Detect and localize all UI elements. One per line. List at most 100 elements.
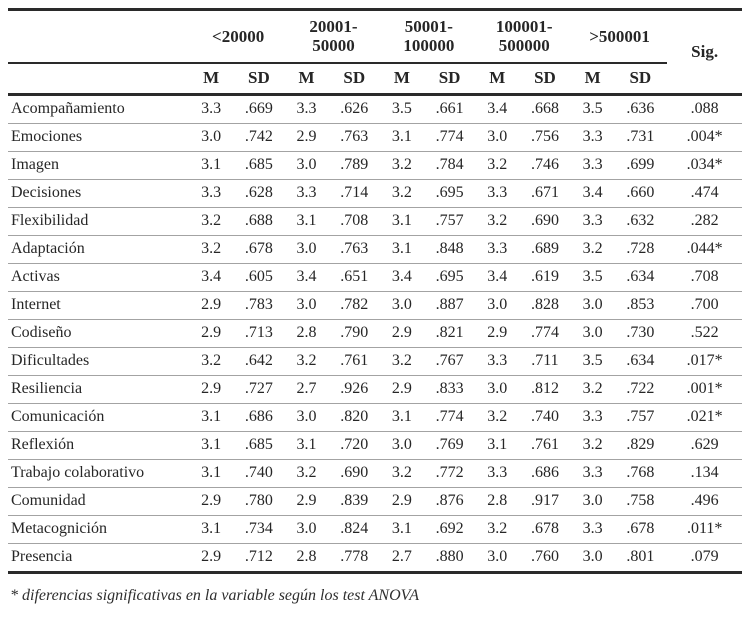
sd-cell: .734 xyxy=(231,515,286,545)
row-label: Flexibilidad xyxy=(8,207,191,237)
mean-cell: 3.0 xyxy=(190,123,232,153)
sd-cell: .828 xyxy=(518,291,572,321)
mean-cell: 2.8 xyxy=(285,319,328,349)
sd-header: SD xyxy=(518,63,572,97)
mean-cell: 2.9 xyxy=(381,375,423,405)
row-label: Decisiones xyxy=(8,179,191,209)
mean-cell: 3.1 xyxy=(476,431,518,461)
m-header: M xyxy=(476,63,518,97)
table-row: Resiliencia 2.9.727 2.7.926 2.9.833 3.0.812 3… xyxy=(8,375,742,405)
sd-cell: .668 xyxy=(518,94,572,125)
mean-cell: 3.3 xyxy=(571,515,614,545)
mean-cell: 3.2 xyxy=(381,459,423,489)
mean-cell: 3.0 xyxy=(285,235,328,265)
row-label: Activas xyxy=(8,263,191,293)
sig-cell: .282 xyxy=(667,207,742,237)
sd-cell: .829 xyxy=(613,431,668,461)
mean-cell: 2.8 xyxy=(285,543,328,575)
sd-cell: .728 xyxy=(613,235,668,265)
sd-header: SD xyxy=(327,63,382,97)
table-row: Presencia 2.9.712 2.8.778 2.7.880 3.0.760 3.0… xyxy=(8,543,742,575)
sd-cell: .742 xyxy=(231,123,286,153)
mean-cell: 3.5 xyxy=(571,263,614,293)
mean-cell: 3.5 xyxy=(571,347,614,377)
row-label: Comunidad xyxy=(8,487,191,517)
mean-cell: 3.1 xyxy=(285,431,328,461)
sd-cell: .833 xyxy=(422,375,477,405)
sig-cell: .522 xyxy=(667,319,742,349)
sd-cell: .619 xyxy=(518,263,572,293)
mean-cell: 3.0 xyxy=(285,151,328,181)
sd-cell: .690 xyxy=(327,459,382,489)
mean-cell: 3.1 xyxy=(190,151,232,181)
sd-cell: .769 xyxy=(422,431,477,461)
table-header: <20000 20001- 50000 50001- 100000 100001… xyxy=(8,7,742,97)
sd-cell: .848 xyxy=(422,235,477,265)
mean-cell: 3.2 xyxy=(476,403,518,433)
mean-cell: 3.0 xyxy=(571,319,614,349)
sd-cell: .711 xyxy=(518,347,572,377)
mean-cell: 3.4 xyxy=(381,263,423,293)
sd-cell: .713 xyxy=(231,319,286,349)
table-row: Activas 3.4.605 3.4.651 3.4.695 3.4.619 3.5.6… xyxy=(8,263,742,293)
mean-cell: 3.1 xyxy=(381,515,423,545)
sd-cell: .746 xyxy=(518,151,572,181)
sd-cell: .740 xyxy=(518,403,572,433)
sd-cell: .651 xyxy=(327,263,382,293)
table-row: Internet 2.9.783 3.0.782 3.0.887 3.0.828 3.0.… xyxy=(8,291,742,321)
sd-cell: .768 xyxy=(613,459,668,489)
sig-cell: .001* xyxy=(667,375,742,405)
mean-cell: 3.3 xyxy=(571,151,614,181)
sd-cell: .876 xyxy=(422,487,477,517)
table-row: Emociones 3.0.742 2.9.763 3.1.774 3.0.756 3.3… xyxy=(8,123,742,153)
mean-cell: 2.9 xyxy=(476,319,518,349)
mean-cell: 3.3 xyxy=(476,235,518,265)
mean-cell: 3.0 xyxy=(381,431,423,461)
mean-cell: 3.2 xyxy=(381,151,423,181)
sd-cell: .720 xyxy=(327,431,382,461)
mean-cell: 2.9 xyxy=(381,319,423,349)
mean-cell: 3.0 xyxy=(285,403,328,433)
sd-header: SD xyxy=(613,63,668,97)
sig-cell: .708 xyxy=(667,263,742,293)
mean-cell: 3.3 xyxy=(571,123,614,153)
row-label: Metacognición xyxy=(8,515,191,545)
mean-cell: 3.3 xyxy=(190,94,232,125)
sig-cell: .088 xyxy=(667,94,742,125)
sd-cell: .626 xyxy=(327,94,382,125)
sd-cell: .763 xyxy=(327,235,382,265)
sd-cell: .853 xyxy=(613,291,668,321)
row-label: Reflexión xyxy=(8,431,191,461)
mean-cell: 3.2 xyxy=(571,235,614,265)
sd-header: SD xyxy=(422,63,477,97)
mean-cell: 2.9 xyxy=(285,487,328,517)
sd-cell: .678 xyxy=(613,515,668,545)
mean-cell: 3.0 xyxy=(476,123,518,153)
table-row: Reflexión 3.1.685 3.1.720 3.0.769 3.1.761 3.2… xyxy=(8,431,742,461)
mean-cell: 3.3 xyxy=(285,94,328,125)
mean-cell: 3.2 xyxy=(285,459,328,489)
sd-cell: .695 xyxy=(422,263,477,293)
group-header-lt20000: <20000 xyxy=(190,8,286,65)
sd-cell: .774 xyxy=(422,123,477,153)
mean-cell: 3.2 xyxy=(190,235,232,265)
row-label: Imagen xyxy=(8,151,191,181)
table-row: Comunidad 2.9.780 2.9.839 2.9.876 2.8.917 3.0… xyxy=(8,487,742,517)
row-label: Emociones xyxy=(8,123,191,153)
mean-cell: 3.1 xyxy=(190,515,232,545)
row-label: Trabajo colaborativo xyxy=(8,459,191,489)
table-row: Decisiones 3.3.628 3.3.714 3.2.695 3.3.671 3.… xyxy=(8,179,742,209)
row-label: Comunicación xyxy=(8,403,191,433)
sd-cell: .722 xyxy=(613,375,668,405)
group-header-20001-50000: 20001- 50000 xyxy=(285,8,382,65)
row-label: Internet xyxy=(8,291,191,321)
sd-cell: .761 xyxy=(327,347,382,377)
m-header: M xyxy=(381,63,423,97)
sd-cell: .634 xyxy=(613,347,668,377)
mean-cell: 3.0 xyxy=(571,487,614,517)
sd-cell: .642 xyxy=(231,347,286,377)
mean-cell: 3.0 xyxy=(476,291,518,321)
sd-cell: .712 xyxy=(231,543,286,575)
sd-cell: .727 xyxy=(231,375,286,405)
